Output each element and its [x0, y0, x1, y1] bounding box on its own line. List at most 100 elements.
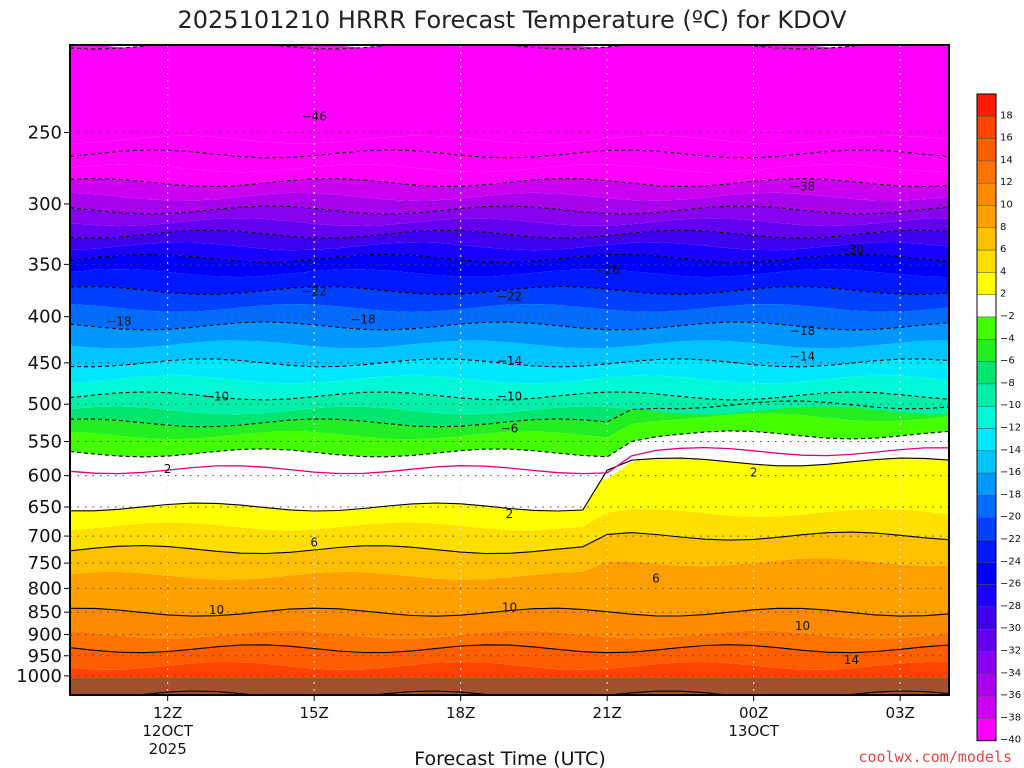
temperature-band [70, 391, 949, 415]
temperature-band [70, 358, 949, 384]
temperature-band [70, 230, 949, 251]
x-tick-label: 03Z [885, 704, 914, 722]
colorbar-label: −4 [1000, 333, 1015, 344]
isotherm-line [70, 644, 949, 654]
colorbar-swatch [976, 383, 997, 407]
temperature-band [70, 321, 949, 349]
y-tick-label: 300 [28, 194, 62, 215]
colorbar-swatch [976, 249, 997, 273]
colorbar-label: −28 [1000, 601, 1021, 612]
contour-label: −30 [839, 243, 864, 257]
y-tick-label: 800 [28, 578, 62, 599]
temperature-band [70, 286, 949, 312]
temperature-band [70, 164, 949, 187]
colorbar-swatch [976, 517, 997, 541]
colorbar-label: 12 [1000, 177, 1013, 188]
isotherm-line [70, 531, 949, 555]
colorbar-swatch [976, 227, 997, 251]
contour-label: 10 [502, 601, 517, 615]
colorbar-label: 2 [1000, 289, 1006, 300]
temperature-band [70, 532, 949, 580]
x-tick-label: 13OCT [728, 722, 779, 740]
contour-label: −6 [501, 421, 519, 435]
isotherm-lines [70, 45, 949, 695]
temperature-band [70, 458, 949, 531]
contour-label: −22 [302, 284, 327, 298]
colorbar-swatch [976, 584, 997, 608]
colorbar-label: −20 [1000, 512, 1021, 523]
colorbar: 18 16 14 12 10 8 6 4 2 −2 −4 −6 −8 −10 −12 −14 −16 −18 −20… [976, 93, 1021, 746]
contour-label: 10 [209, 603, 224, 617]
contour-label: 2 [164, 462, 172, 476]
colorbar-swatch [976, 205, 997, 229]
x-tick-label: 21Z [592, 704, 621, 722]
colorbar-label: −34 [1000, 668, 1021, 679]
colorbar-swatch [976, 116, 997, 139]
contour-label: 10 [795, 619, 810, 633]
x-tick-label: 18Z [446, 704, 475, 722]
colorbar-label: 4 [1000, 266, 1006, 277]
colorbar-label: 6 [1000, 244, 1006, 255]
temperature-band [70, 644, 949, 670]
contour-label: −22 [497, 290, 522, 304]
temperature-band [70, 135, 949, 158]
contour-label: 6 [310, 536, 318, 550]
y-axis: 2503003504004505005506006507007508008509… [16, 122, 70, 687]
colorbar-label: −36 [1000, 690, 1021, 701]
contour-label: −46 [302, 109, 327, 123]
ground-surface [70, 678, 949, 695]
colorbar-label: −32 [1000, 646, 1021, 657]
contour-label: −10 [204, 389, 229, 403]
y-tick-label: 600 [28, 466, 62, 487]
contour-labels: −46 −38 −30 −26 −22 −22 −18 −18 −18 −14 −14 −10 −10 −… [106, 109, 864, 667]
colorbar-label: −10 [1000, 400, 1021, 411]
contour-label: 14 [844, 653, 859, 667]
isotherm-line [70, 457, 949, 512]
isotherm-line [132, 690, 949, 695]
temperature-band [70, 206, 949, 227]
contour-label: −18 [350, 313, 375, 327]
colorbar-swatch [976, 138, 997, 162]
temperature-band [70, 304, 949, 330]
isotherm-line [70, 607, 949, 617]
freezing-line [70, 446, 949, 475]
temperature-band [70, 558, 949, 617]
colorbar-frame [976, 93, 997, 742]
colorbar-swatch [976, 316, 997, 340]
y-tick-label: 450 [28, 353, 62, 374]
colorbar-label: −40 [1000, 735, 1021, 746]
temperature-band [70, 242, 949, 263]
temperature-band [70, 45, 949, 144]
temperature-band [70, 375, 949, 400]
colorbar-label: −6 [1000, 356, 1015, 367]
contour-label: −14 [497, 354, 522, 368]
colorbar-label: −16 [1000, 467, 1021, 478]
y-tick-label: 500 [28, 394, 62, 415]
colorbar-swatch [976, 628, 997, 652]
contour-label: 6 [652, 571, 660, 585]
colorbar-swatch [976, 272, 997, 295]
y-tick-label: 1000 [16, 666, 62, 687]
temperature-band [70, 254, 949, 278]
colorbar-label: −12 [1000, 423, 1021, 434]
colorbar-swatch [976, 450, 997, 474]
temperature-band [70, 453, 949, 511]
colorbar-swatch [976, 160, 997, 184]
colorbar-label: −2 [1000, 311, 1015, 322]
y-tick-label: 550 [28, 432, 62, 453]
colorbar-swatch [976, 361, 997, 385]
isotherm-line [70, 400, 949, 428]
y-tick-label: 900 [28, 625, 62, 646]
y-tick-label: 400 [28, 307, 62, 328]
x-tick-label: 12OCT [142, 722, 193, 740]
x-tick-label: 00Z [739, 704, 768, 722]
colorbar-label: 10 [1000, 200, 1013, 211]
colorbar-label: 14 [1000, 155, 1013, 166]
contour-label: −18 [106, 315, 131, 329]
temperature-band [70, 192, 949, 214]
contour-label: −38 [790, 180, 815, 194]
plot-area: −46 −38 −30 −26 −22 −22 −18 −18 −18 −14 −14 −10 −10 −… [70, 45, 949, 695]
temperature-band [70, 45, 923, 49]
contour-label: −18 [790, 324, 815, 338]
